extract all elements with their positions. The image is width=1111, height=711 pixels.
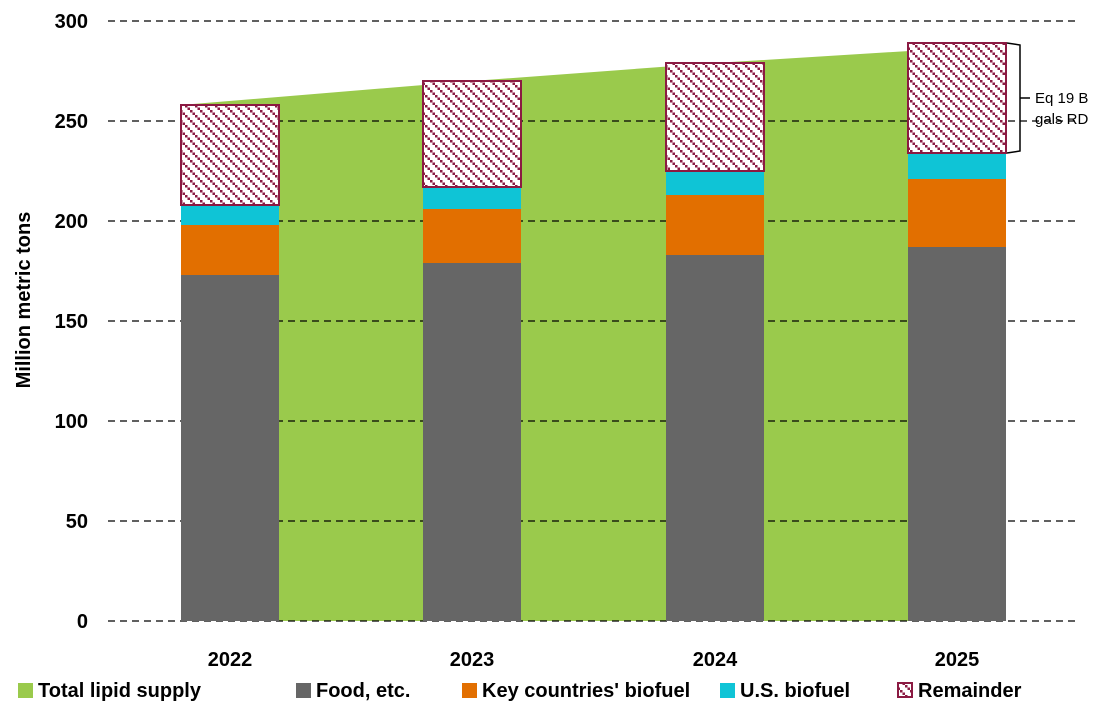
y-tick-label: 50 xyxy=(66,511,88,533)
annotation-label-line-2: gals RD xyxy=(1035,111,1089,128)
x-tick-label: 2025 xyxy=(935,649,980,671)
legend-label-total-lipid-supply: Total lipid supply xyxy=(38,680,202,702)
legend-label-u-s-biofuel: U.S. biofuel xyxy=(740,680,850,702)
bar-segment-u-s-biofuel-2024 xyxy=(666,171,764,195)
x-tick-label: 2022 xyxy=(208,649,253,671)
annotation-bracket xyxy=(1006,42,1030,154)
legend-swatch-total-lipid-supply xyxy=(18,683,33,698)
annotation-label-line-1: Eq 19 B xyxy=(1035,90,1088,107)
legend-label-key-countries-biofuel: Key countries' biofuel xyxy=(482,680,690,702)
y-tick-label: 300 xyxy=(55,11,88,33)
y-axis-title: Million metric tons xyxy=(13,212,35,389)
legend-swatch-u-s-biofuel xyxy=(720,683,735,698)
y-tick-label: 250 xyxy=(55,111,88,133)
total-lipid-supply-area xyxy=(181,45,1006,621)
bar-segment-key-countries-biofuel-2023 xyxy=(423,209,521,263)
bar-segment-key-countries-biofuel-2024 xyxy=(666,195,764,255)
bar-segment-remainder-2025 xyxy=(907,42,1007,154)
bar-segment-food-etc-2025 xyxy=(908,247,1006,621)
bar-segment-u-s-biofuel-2025 xyxy=(908,153,1006,179)
bar-segment-remainder-2023 xyxy=(422,80,522,188)
y-tick-label: 100 xyxy=(55,411,88,433)
x-tick-label: 2023 xyxy=(450,649,495,671)
legend-label-remainder: Remainder xyxy=(918,680,1022,702)
bar-segment-food-etc-2024 xyxy=(666,255,764,621)
y-tick-label: 0 xyxy=(77,611,88,633)
legend-swatch-key-countries-biofuel xyxy=(462,683,477,698)
legend-swatch-remainder xyxy=(897,682,913,698)
bar-segment-food-etc-2022 xyxy=(181,275,279,621)
bar-segment-u-s-biofuel-2022 xyxy=(181,205,279,225)
bar-segment-u-s-biofuel-2023 xyxy=(423,187,521,209)
bar-segment-key-countries-biofuel-2022 xyxy=(181,225,279,275)
bar-segment-key-countries-biofuel-2025 xyxy=(908,179,1006,247)
legend-swatch-food-etc xyxy=(296,683,311,698)
bar-segment-remainder-2022 xyxy=(180,104,280,206)
bar-segment-food-etc-2023 xyxy=(423,263,521,621)
legend-label-food-etc: Food, etc. xyxy=(316,680,410,702)
y-tick-label: 200 xyxy=(55,211,88,233)
x-tick-label: 2024 xyxy=(693,649,738,671)
y-tick-label: 150 xyxy=(55,311,88,333)
bar-segment-remainder-2024 xyxy=(665,62,765,172)
